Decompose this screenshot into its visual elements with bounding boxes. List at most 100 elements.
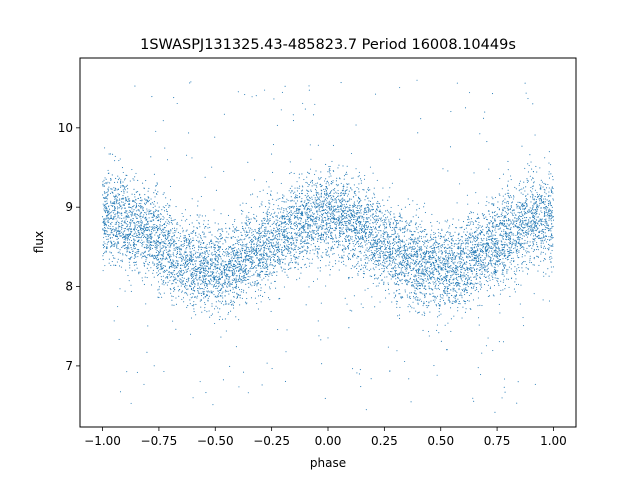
data-point [223,267,225,269]
data-point [428,335,430,337]
data-point [167,261,169,263]
data-point [512,233,514,235]
data-point [253,246,255,248]
scatter-points-layer [102,79,554,413]
data-point [338,164,340,166]
data-point [219,263,222,265]
data-point [205,245,207,247]
data-point [350,198,352,200]
data-point [390,278,392,280]
data-point [415,269,417,271]
data-point [449,271,451,273]
data-point [303,232,305,234]
data-point [460,266,463,268]
data-point [395,267,397,269]
data-point [298,211,300,213]
data-point [218,272,220,274]
data-point [403,235,405,237]
data-point [334,234,336,236]
data-point [305,249,307,251]
data-point [226,290,228,292]
data-point [105,251,107,253]
data-point [272,233,274,235]
data-point [239,304,241,306]
data-point [251,266,253,268]
data-point [244,227,246,229]
data-point [394,232,396,234]
data-point [320,232,323,234]
data-point [187,259,189,261]
data-point [273,244,275,246]
data-point [376,278,379,280]
data-point [399,252,401,254]
data-point [235,277,237,279]
data-point [413,263,415,265]
data-point [204,253,206,255]
data-point [183,301,185,303]
data-point [425,270,427,273]
data-point [327,201,329,203]
data-point [233,264,236,266]
data-point [544,247,546,249]
data-point [514,220,516,222]
data-point [362,276,365,279]
data-point [282,262,284,264]
data-point [367,188,369,190]
data-point [138,273,140,275]
data-point [377,218,379,220]
data-point [117,252,119,254]
data-point [488,252,490,254]
data-point [125,223,127,225]
data-point [120,191,122,193]
data-point [204,270,206,272]
data-point [198,270,200,272]
data-point [104,197,106,199]
data-point [410,269,412,272]
data-point [192,256,194,258]
data-point [370,215,372,217]
data-point [134,235,136,237]
data-point [140,220,142,222]
data-point [422,303,425,305]
data-point [110,202,112,204]
data-point [115,177,117,179]
data-point [256,196,258,198]
data-point [507,218,510,220]
data-point [536,226,538,228]
data-point [325,252,327,254]
data-point [262,262,264,264]
data-point [494,250,496,252]
data-point [350,225,352,227]
data-point [341,249,343,251]
data-point [344,212,346,214]
data-point [327,171,329,173]
data-point [523,235,525,237]
data-point [130,230,132,232]
data-point [281,270,283,272]
data-point [162,242,164,244]
data-point [409,229,411,231]
data-point [203,257,205,259]
data-point [343,175,345,177]
data-point [181,212,183,215]
data-point [404,291,406,293]
data-point [262,240,264,242]
data-point [391,267,393,269]
data-point [350,213,352,215]
data-point [245,244,248,246]
data-point [387,283,389,286]
data-point [540,253,542,255]
data-point [310,231,312,233]
data-point [193,258,195,261]
data-point [342,211,344,214]
data-point [321,206,323,208]
data-point [309,224,311,226]
data-point [510,257,513,259]
data-point [283,215,285,217]
data-point [444,288,446,290]
data-point [167,232,169,234]
data-point [300,234,302,236]
data-point [400,240,402,243]
data-point [455,282,457,284]
data-point [121,207,123,209]
